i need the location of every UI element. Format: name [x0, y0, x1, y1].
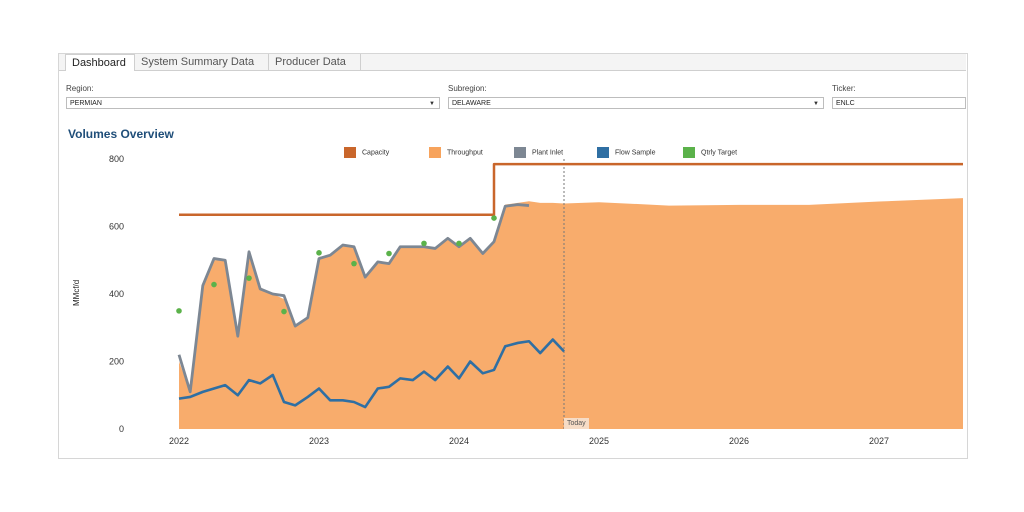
- legend-swatch: [597, 147, 609, 158]
- legend-swatch: [344, 147, 356, 158]
- subregion-value: DELAWARE: [452, 100, 491, 107]
- region-value: PERMIAN: [70, 100, 102, 107]
- x-tick-label: 2023: [309, 436, 329, 446]
- tab-producer-data[interactable]: Producer Data: [269, 54, 361, 70]
- region-label: Region:: [66, 84, 94, 93]
- tab-bar: Dashboard System Summary Data Producer D…: [59, 54, 966, 71]
- chevron-down-icon: ▼: [813, 101, 819, 107]
- subregion-select[interactable]: DELAWARE ▼: [448, 97, 824, 109]
- tab-system-summary-data[interactable]: System Summary Data: [135, 54, 269, 70]
- qtrly-target-point: [456, 240, 462, 247]
- chevron-down-icon: ▼: [429, 101, 435, 107]
- x-tick-label: 2022: [169, 436, 189, 446]
- throughput-area: [179, 198, 963, 429]
- x-tick-label: 2024: [449, 436, 469, 446]
- legend-item-capacity: Capacity: [344, 147, 389, 159]
- region-select[interactable]: PERMIAN ▼: [66, 97, 440, 109]
- qtrly-target-point: [421, 240, 427, 247]
- qtrly-target-point: [316, 250, 322, 256]
- qtrly-target-point: [491, 215, 497, 221]
- qtrly-target-point: [386, 250, 392, 257]
- ticker-input[interactable]: ENLC: [832, 97, 966, 109]
- x-tick-label: 2026: [729, 436, 749, 446]
- ticker-value: ENLC: [836, 100, 855, 107]
- qtrly-target-point: [211, 281, 217, 288]
- chart-title: Volumes Overview: [68, 127, 174, 141]
- y-tick-label: 800: [109, 154, 124, 164]
- ticker-label: Ticker:: [832, 84, 856, 93]
- today-label: Today: [564, 418, 589, 429]
- y-tick-label: 600: [109, 222, 124, 232]
- qtrly-target-point: [246, 275, 252, 281]
- qtrly-target-point: [281, 308, 287, 315]
- legend-item-flow-sample: Flow Sample: [597, 147, 655, 159]
- legend-swatch: [683, 147, 695, 158]
- plant-inlet-line: [177, 203, 530, 394]
- y-tick-label: 400: [109, 289, 124, 299]
- legend-swatch: [514, 147, 526, 158]
- flow-sample-line: [178, 338, 565, 409]
- y-tick-label: 0: [119, 424, 124, 434]
- y-tick-label: 200: [109, 357, 124, 367]
- legend-swatch: [429, 147, 441, 158]
- legend-item-plant-inlet: Plant Inlet: [514, 147, 563, 159]
- x-tick-label: 2027: [869, 436, 889, 446]
- legend-item-throughput: Throughput: [429, 147, 483, 159]
- qtrly-target-point: [176, 308, 182, 314]
- qtrly-target-point: [351, 260, 357, 267]
- tab-dashboard[interactable]: Dashboard: [65, 54, 135, 71]
- subregion-label: Subregion:: [448, 84, 487, 93]
- x-tick-label: 2025: [589, 436, 609, 446]
- legend-item-qtrly-target: Qtrly Target: [683, 147, 737, 159]
- capacity-line: [179, 162, 963, 216]
